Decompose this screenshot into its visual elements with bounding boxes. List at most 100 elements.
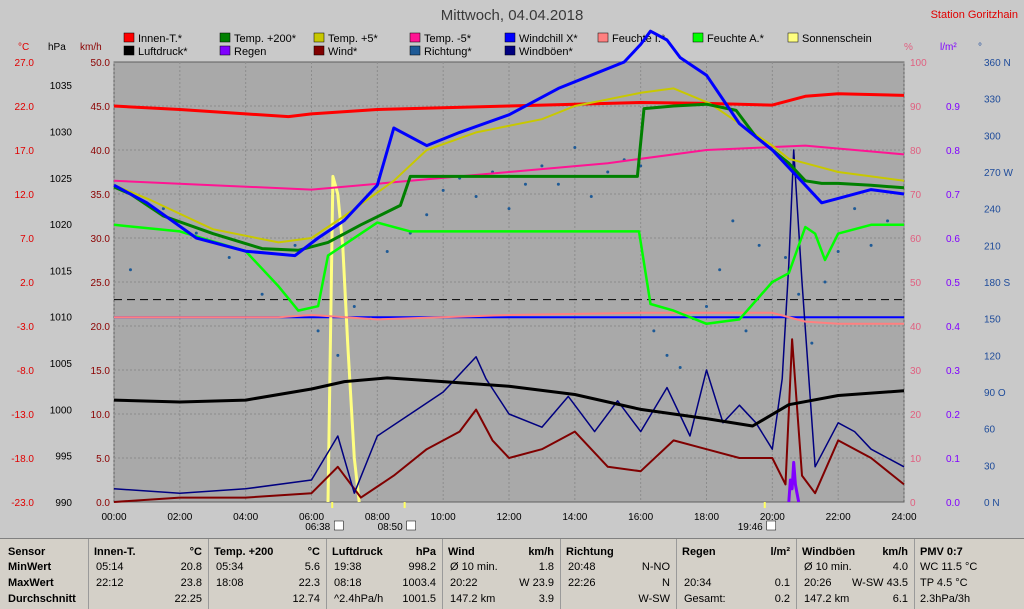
direction-point: [507, 207, 511, 211]
stats-cell-value: 23.8: [180, 577, 202, 589]
legend-label: Feuchte I.*: [612, 33, 666, 45]
series-feuchte-a: [113, 221, 904, 326]
direction-point: [523, 182, 527, 186]
direction-point: [316, 329, 320, 333]
precip-tick-label: 0.4: [946, 322, 960, 333]
direction-point: [385, 249, 389, 253]
humidity-tick-label: 100: [910, 58, 927, 69]
stats-cell: WC 11.5 °C: [920, 561, 978, 573]
legend-label: Feuchte A.*: [707, 33, 765, 45]
x-tick-label: 14:00: [562, 512, 587, 523]
stats-header-sensor: Sensor: [8, 546, 46, 558]
direction-point: [260, 292, 264, 296]
stats-unit: km/h: [882, 546, 908, 558]
series-temp-5: [113, 87, 905, 244]
stats-cell-time: 147.2 km: [804, 593, 850, 605]
pressure-tick-label: 1000: [50, 405, 73, 416]
chart-title: Mittwoch, 04.04.2018: [441, 7, 584, 24]
direction-point: [705, 304, 708, 308]
temp-tick-label: -23.0: [11, 498, 34, 509]
direction-point: [836, 249, 840, 253]
stats-cell-time: ^2.4hPa/h: [334, 593, 384, 605]
sun-marker-label: 19:46: [738, 522, 763, 533]
stats-cell-value: 20.8: [180, 561, 202, 573]
stats-cell-time: [684, 559, 796, 575]
direction-tick-label: 210: [984, 241, 1001, 252]
direction-tick-label: 60: [984, 425, 996, 436]
series-wind: [113, 338, 905, 503]
series-temp-5: [113, 144, 905, 191]
temp-tick-label: 7.0: [20, 234, 34, 245]
series-innen-t: [113, 92, 905, 119]
legend-label: Luftdruck*: [138, 46, 188, 58]
temp-tick-label: -18.0: [11, 454, 34, 465]
direction-point: [352, 304, 356, 308]
legend-swatch: [123, 32, 135, 43]
stats-cell-time: Gesamt:: [684, 593, 726, 605]
legend-swatch: [313, 45, 325, 56]
stats-unit: km/h: [528, 546, 554, 558]
stats-header: Temp. +200: [214, 546, 274, 558]
stats-header: Luftdruck: [332, 546, 383, 558]
stats-cell-time: 20:26: [804, 577, 832, 589]
temp-tick-label: 27.0: [15, 58, 35, 69]
unit-kmh-label: km/h: [80, 42, 102, 53]
stats-label-avg: Durchschnitt: [8, 593, 76, 605]
stats-col-regen: Regen l/m² 20:34 0.1 Gesamt: 0.2: [676, 539, 797, 609]
stats-header: Regen: [682, 546, 716, 558]
sun-marker-box: [406, 520, 416, 531]
pressure-tick-label: 1025: [50, 174, 73, 185]
stats-col-windb-en: Windböen km/h Ø 10 min. 4.0 20:26 W-SW 43.5 14…: [796, 539, 915, 609]
pressure-tick-label: 1005: [50, 359, 73, 370]
series-luftdruck: [113, 376, 905, 428]
legend-swatch: [219, 45, 231, 56]
stats-header: Windböen: [802, 546, 856, 558]
direction-point: [810, 341, 814, 345]
legend-swatch: [313, 32, 325, 43]
wind-tick-label: 10.0: [91, 410, 111, 421]
stats-header: Innen-T.: [94, 546, 136, 558]
humidity-tick-label: 10: [910, 454, 922, 465]
legend-label: Sonnenschein: [802, 33, 872, 45]
stats-cell-value: 4.0: [892, 561, 908, 573]
unit-degree-label: °: [978, 42, 982, 53]
direction-point: [718, 268, 722, 272]
direction-point: [540, 164, 544, 168]
direction-point: [678, 366, 682, 370]
stats-cell-time: Ø 10 min.: [450, 561, 498, 573]
direction-point: [784, 256, 787, 260]
stats-header: Wind: [448, 546, 475, 558]
wind-tick-label: 0.0: [96, 498, 110, 509]
stats-cell: 2.3hPa/3h: [920, 593, 971, 605]
stats-cell-value: 12.74: [292, 593, 320, 605]
direction-point: [823, 280, 827, 284]
stats-cell-time: 22:12: [96, 577, 124, 589]
direction-point: [606, 170, 610, 174]
series-regen: [787, 460, 801, 503]
stats-cell-value: 1001.5: [402, 593, 436, 605]
humidity-tick-label: 0: [910, 498, 916, 509]
stats-cell-time: 20:34: [684, 577, 712, 589]
direction-point: [731, 219, 735, 223]
legend-swatch: [504, 45, 516, 56]
precip-tick-label: 0.3: [946, 366, 960, 377]
precip-tick-label: 0.2: [946, 410, 960, 421]
unit-precip-label: l/m²: [940, 42, 957, 53]
legend-swatch: [409, 32, 421, 43]
stats-col-sensor: Sensor MinWert MaxWert Durchschnitt: [0, 539, 89, 609]
legend-label: Temp. +5*: [328, 33, 379, 45]
direction-tick-label: 150: [984, 315, 1001, 326]
humidity-tick-label: 80: [910, 146, 922, 157]
stats-col-temp-200: Temp. +200 °C 05:34 5.6 18:08 22.3 12.74: [208, 539, 327, 609]
stats-cell-value: W-SW 43.5: [851, 577, 908, 589]
legend-swatch: [409, 45, 421, 56]
pressure-tick-label: 990: [55, 498, 72, 509]
precip-tick-label: 0.9: [946, 102, 960, 113]
stats-unit: °C: [189, 546, 202, 558]
legend-swatch: [504, 32, 516, 43]
legend-swatch: [219, 32, 231, 43]
wind-tick-label: 45.0: [91, 102, 111, 113]
x-tick-label: 08:00: [365, 512, 390, 523]
legend-label: Regen: [234, 46, 266, 58]
